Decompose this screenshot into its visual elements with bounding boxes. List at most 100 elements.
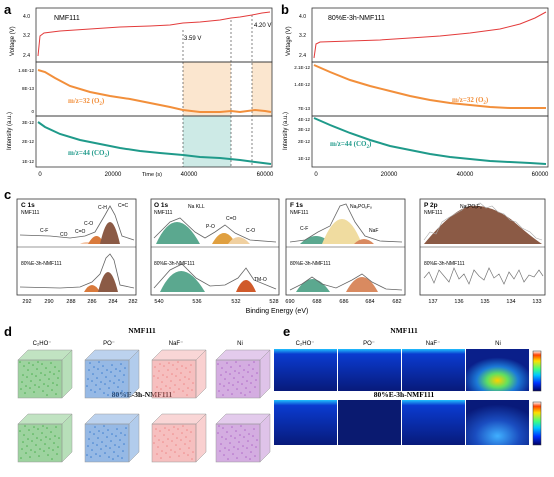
c1s-envelope-bot — [19, 253, 135, 289]
b-co2tick-3: 1E-12 — [298, 156, 311, 161]
p2p-tick-3: 134 — [506, 299, 515, 305]
d-species-3: Ni — [237, 341, 243, 347]
e-map-bot-0 — [274, 400, 337, 445]
c1s-peak-cc: C=C — [118, 203, 129, 209]
o1s-peak-c=o: C=O — [226, 216, 237, 222]
b-co2-label: m/z=44 (CO2) — [330, 140, 372, 150]
a-intensity-ylabel: Intensity (a.u.) — [7, 112, 13, 150]
b-intensity-ylabel: Intensity (a.u.) — [283, 112, 289, 150]
a-annot-420: 4.20 V — [254, 23, 271, 29]
f1s-peak-naf: NaF — [369, 228, 378, 234]
b-co2tick-2: 2E-12 — [298, 139, 311, 144]
c1s-tick-5: 282 — [128, 299, 137, 305]
e-species-1: PO⁻ — [363, 341, 375, 347]
e-colorbar-bottom — [532, 401, 542, 446]
o1s-peak-tmo-bot — [236, 280, 256, 292]
e-map-top-2 — [402, 349, 465, 391]
o1s-tick-0: 540 — [154, 299, 163, 305]
o1s-envelope-bot — [153, 263, 277, 290]
f1s-tick-2: 686 — [339, 299, 348, 305]
d-cube-top-0 — [17, 349, 73, 399]
o1s-bottom-label: 80%E-3h-NMF111 — [154, 261, 195, 267]
e-map-top-0 — [274, 349, 337, 391]
panel-letter-a: a — [4, 2, 12, 17]
b-xtick-3: 60000 — [532, 172, 549, 178]
c1s-tick-3: 286 — [87, 299, 96, 305]
b-vtick-0: 4.0 — [299, 14, 306, 20]
a-vtick-0: 4.0 — [23, 14, 30, 20]
b-o2tick-0: 2.1E-12 — [294, 65, 310, 70]
c1s-peak-c=o: C=O — [75, 229, 86, 235]
c1s-tick-2: 288 — [66, 299, 75, 305]
o1s-peak-co: C-O — [246, 228, 255, 234]
e-species-2: NaF⁻ — [426, 341, 441, 347]
a-o2-curve — [37, 69, 272, 114]
o1s-top-label: NMF111 — [154, 210, 173, 216]
e-species-3: Ni — [495, 341, 501, 347]
a-co2tick-0: 3E-12 — [22, 120, 35, 125]
d-cube-bottom-1 — [84, 413, 140, 463]
d-cube-bottom-3 — [215, 413, 271, 463]
f1s-peak-naxpof: NaₓPOᵧFᵤ — [350, 204, 372, 210]
p2p-noise-bot — [423, 267, 544, 285]
o1s-peak-tmo: TM-O — [254, 277, 267, 283]
f1s-tick-4: 682 — [392, 299, 401, 305]
e-map-bot-1 — [338, 400, 401, 445]
a-xtick-1: 20000 — [105, 172, 122, 178]
b-o2tick-2: 7E-13 — [298, 106, 311, 111]
e-map-bot-2 — [402, 400, 465, 445]
e-species-0: C₂HO⁻ — [296, 341, 315, 347]
f1s-envelope-bot — [289, 273, 403, 291]
f1s-envelope-top — [289, 203, 403, 243]
o1s-peak-nakll-bot — [160, 271, 205, 292]
d-species-1: PO⁻ — [103, 341, 115, 347]
c1s-top-label: NMF111 — [21, 210, 40, 216]
c1s-bottom-label: 80%E-3h-NMF111 — [21, 261, 62, 267]
c1s-peak-cc-bot — [84, 285, 100, 292]
b-co2-curve — [313, 117, 547, 165]
o1s-peak-nakll: Na KLL — [188, 204, 205, 210]
o1s-peak-co2-top — [228, 237, 250, 244]
f1s-peak-naf-bot — [346, 277, 378, 292]
f1s-peak-cf-bot — [296, 279, 330, 292]
a-vtick-1: 3.2 — [23, 33, 30, 39]
f1s-top-label: NMF111 — [290, 210, 309, 216]
a-co2tick-2: 1E-12 — [22, 159, 35, 164]
p2p-title: P 2p — [424, 202, 438, 209]
a-o2tick-0: 1.6E-12 — [18, 68, 34, 73]
o1s-peak-co-top — [212, 233, 236, 244]
p2p-peak-top — [424, 205, 542, 244]
a-xtick-2: 40000 — [181, 172, 198, 178]
a-xlabel: Time (s) — [142, 172, 162, 178]
o1s-peak-po: P-O — [206, 224, 215, 230]
shade-orange-2 — [252, 62, 272, 116]
p2p-envelope-top — [423, 202, 543, 241]
e-title-bottom: 80%E-3h-NMF111 — [374, 390, 435, 399]
c1s-tick-1: 290 — [44, 299, 53, 305]
a-o2-label: m/z=32 (O2) — [68, 97, 105, 107]
a-label: NMF111 — [54, 15, 80, 22]
panel-letter-e: e — [283, 324, 290, 339]
e-title-top: NMF111 — [390, 326, 418, 335]
b-co2tick-1: 3E-12 — [298, 127, 311, 132]
b-co2-frame — [311, 115, 549, 168]
f1s-tick-1: 688 — [312, 299, 321, 305]
c1s-peak-ch-top — [100, 222, 120, 244]
e-map-bot-3 — [466, 400, 529, 445]
b-o2-curve — [313, 64, 546, 109]
c1s-peak-ch-bot — [98, 272, 118, 292]
a-annot-359: 3.59 V — [184, 36, 201, 42]
a-o2-frame — [35, 61, 273, 117]
c1s-tick-4: 284 — [108, 299, 117, 305]
b-label: 80%E-3h-NMF111 — [328, 15, 385, 22]
a-o2tick-2: 0 — [31, 109, 34, 114]
o1s-tick-1: 536 — [192, 299, 201, 305]
a-co2-curve — [37, 121, 272, 165]
b-o2-label: m/z=32 (O2) — [452, 96, 489, 106]
b-vtick-2: 2.4 — [299, 53, 306, 59]
a-co2tick-1: 2E-12 — [22, 139, 35, 144]
a-voltage-ylabel: Voltage (V) — [10, 26, 16, 56]
c1s-peak-co3: CO — [60, 232, 68, 238]
o1s-tick-3: 528 — [269, 299, 278, 305]
d-cube-bottom-2 — [151, 413, 207, 463]
